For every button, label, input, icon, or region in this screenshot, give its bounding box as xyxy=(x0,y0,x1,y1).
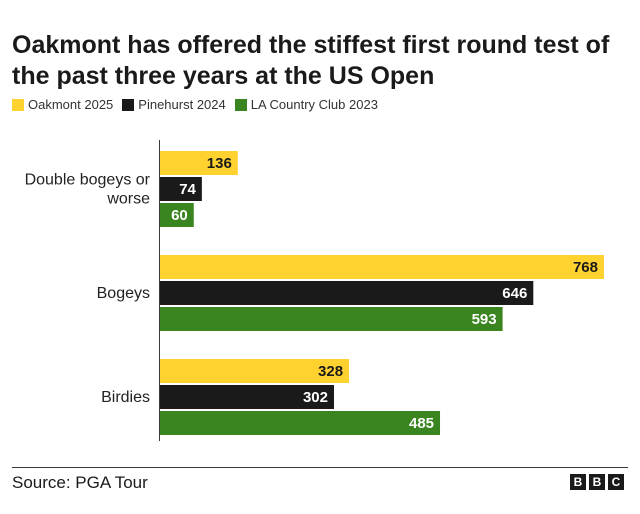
legend-label-pinehurst: Pinehurst 2024 xyxy=(138,97,226,112)
bbc-logo-letter: B xyxy=(589,474,605,490)
category-label-bogeys: Bogeys xyxy=(97,285,150,302)
data-label-oakmont-2025-birdies: 328 xyxy=(318,363,343,380)
footer-divider xyxy=(12,467,628,468)
bar-la-country-club-2023-birdies xyxy=(159,411,441,435)
bbc-logo-letter: B xyxy=(570,474,586,490)
legend-label-la-country-club: LA Country Club 2023 xyxy=(250,97,378,112)
chart-title: Oakmont has offered the stiffest first r… xyxy=(12,31,610,90)
data-label-la-country-club-2023-bogeys: 593 xyxy=(472,311,497,328)
bar-oakmont-2025-double-bogeys-or-worse xyxy=(159,151,238,175)
category-label-double-bogeys-or-worse: Double bogeys or xyxy=(25,172,151,189)
data-label-la-country-club-2023-birdies: 485 xyxy=(409,415,434,432)
source-note: Source: PGA Tour xyxy=(12,473,148,492)
bar-oakmont-2025-birdies xyxy=(159,359,350,383)
legend-item-pinehurst: Pinehurst 2024 xyxy=(122,97,226,112)
data-label-pinehurst-2024-bogeys: 646 xyxy=(502,285,527,302)
bar-la-country-club-2023-double-bogeys-or-worse xyxy=(159,203,194,227)
bar-la-country-club-2023-bogeys xyxy=(159,307,503,331)
legend-swatch-pinehurst xyxy=(122,98,135,111)
bbc-logo: B B C xyxy=(570,474,624,490)
legend-swatch-la-country-club xyxy=(234,98,247,111)
data-label-pinehurst-2024-double-bogeys-or-worse: 74 xyxy=(179,181,196,198)
legend: Oakmont 2025 Pinehurst 2024 LA Country C… xyxy=(12,97,378,112)
bbc-logo-letter: C xyxy=(608,474,624,490)
data-label-oakmont-2025-bogeys: 768 xyxy=(573,259,598,276)
data-label-oakmont-2025-double-bogeys-or-worse: 136 xyxy=(207,155,232,172)
legend-label-oakmont: Oakmont 2025 xyxy=(28,97,114,112)
bar-chart: Double bogeys or worse 136 74 60 Bogeys 768 646… xyxy=(25,140,604,441)
legend-item-la-country-club: LA Country Club 2023 xyxy=(234,97,378,112)
bar-oakmont-2025-bogeys xyxy=(159,255,604,279)
category-label-double-bogeys-or-worse: worse xyxy=(106,191,150,208)
bar-pinehurst-2024-birdies xyxy=(159,385,334,409)
bar-pinehurst-2024-double-bogeys-or-worse xyxy=(159,177,202,201)
bar-pinehurst-2024-bogeys xyxy=(159,281,534,305)
category-label-birdies: Birdies xyxy=(101,389,150,406)
legend-item-oakmont: Oakmont 2025 xyxy=(12,97,113,112)
data-label-la-country-club-2023-double-bogeys-or-worse: 60 xyxy=(171,207,188,224)
legend-swatch-oakmont xyxy=(12,98,24,111)
data-label-pinehurst-2024-birdies: 302 xyxy=(303,389,328,406)
